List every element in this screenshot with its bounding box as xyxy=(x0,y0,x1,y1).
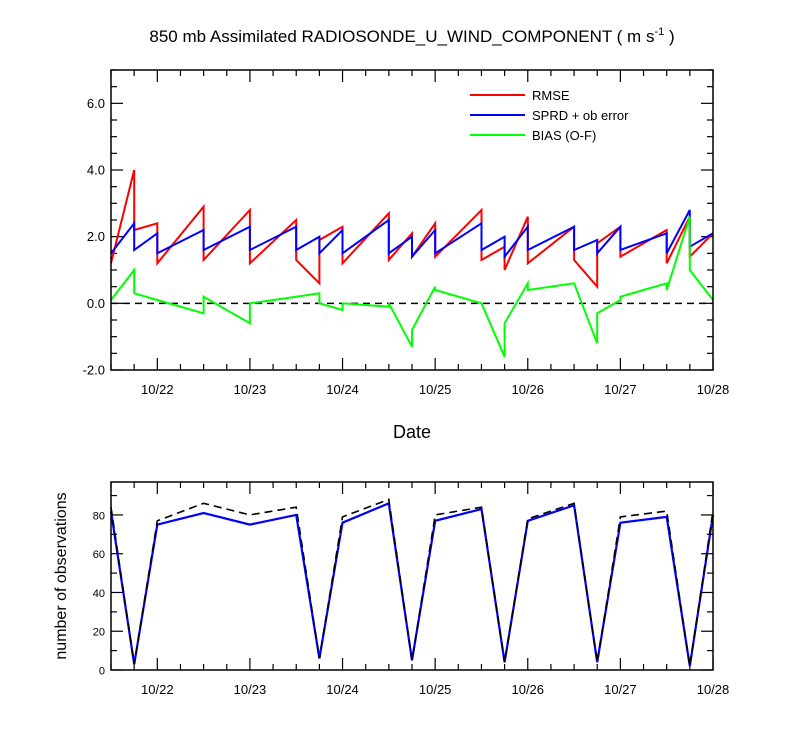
y-tick-label: 6.0 xyxy=(87,96,105,111)
rmse-series-line xyxy=(110,169,714,290)
y-tick-label: -2.0 xyxy=(83,363,105,378)
x-tick-label: 10/28 xyxy=(697,382,730,397)
legend: RMSE SPRD + ob error BIAS (O-F) xyxy=(470,88,629,143)
x-tick-label: 10/24 xyxy=(326,682,359,697)
x-tick-label: 10/25 xyxy=(419,682,452,697)
sprd-series-line xyxy=(110,209,714,260)
obs-total-dashed-line xyxy=(110,498,714,667)
top-panel: 10/22 10/23 10/24 10/25 10/26 10/27 10/28 -2.0 0… xyxy=(83,69,730,442)
x-tick-label: 10/25 xyxy=(419,382,452,397)
bottom-axis-ticks xyxy=(110,482,714,671)
x-tick-label: 10/27 xyxy=(604,382,637,397)
x-tick-label: 10/26 xyxy=(511,682,544,697)
chart-title: 850 mb Assimilated RADIOSONDE_U_WIND_COM… xyxy=(149,26,674,46)
y-tick-label: 40 xyxy=(93,588,105,600)
legend-entry-3: BIAS (O-F) xyxy=(532,128,596,143)
x-tick-label: 10/28 xyxy=(697,682,730,697)
y-tick-label: 0.0 xyxy=(87,296,105,311)
top-plot-frame xyxy=(110,69,714,371)
x-tick-label: 10/23 xyxy=(234,682,267,697)
bottom-series-group xyxy=(109,498,715,667)
y-tick-label: 60 xyxy=(93,549,105,561)
top-axis-labels: 10/22 10/23 10/24 10/25 10/26 10/27 10/28 -2.0 0… xyxy=(83,96,730,397)
x-tick-label: 10/22 xyxy=(141,682,174,697)
bottom-axis-labels: 10/22 10/23 10/24 10/25 10/26 10/27 10/28 0 20 40… xyxy=(93,510,730,697)
bottom-plot-frame xyxy=(110,481,714,671)
legend-entry-2: SPRD + ob error xyxy=(532,108,629,123)
bottom-panel: 10/22 10/23 10/24 10/25 10/26 10/27 10/28 0 20 40… xyxy=(53,481,730,697)
y-tick-label: 0 xyxy=(99,666,105,678)
x-tick-label: 10/22 xyxy=(141,382,174,397)
x-tick-label: 10/27 xyxy=(604,682,637,697)
obs-used-solid-line xyxy=(109,501,715,667)
bias-series-line xyxy=(110,216,714,358)
x-tick-label: 10/24 xyxy=(326,382,359,397)
x-axis-label: Date xyxy=(393,422,431,442)
x-tick-label: 10/23 xyxy=(234,382,267,397)
legend-entry-1: RMSE xyxy=(532,88,570,103)
y-tick-label: 80 xyxy=(93,510,105,522)
y-axis-label: number of observations xyxy=(53,492,70,659)
y-tick-label: 20 xyxy=(93,627,105,639)
top-axis-ticks xyxy=(110,69,714,371)
y-tick-label: 4.0 xyxy=(87,163,105,178)
x-tick-label: 10/26 xyxy=(511,382,544,397)
top-series-group xyxy=(110,169,714,358)
y-tick-label: 2.0 xyxy=(87,229,105,244)
